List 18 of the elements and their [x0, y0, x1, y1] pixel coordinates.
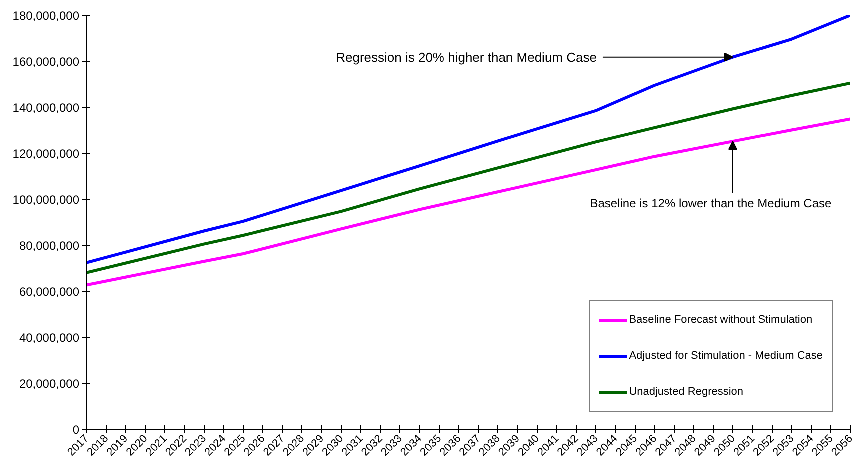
annotation: Regression is 20% higher than Medium Case [336, 50, 597, 65]
y-tick-label: 80,000,000 [19, 239, 80, 253]
line-series [86, 16, 850, 264]
y-tick-label: 140,000,000 [12, 101, 80, 115]
y-tick-label: 20,000,000 [19, 377, 80, 391]
line-series [86, 118, 850, 287]
legend-label: Adjusted for Stimulation - Medium Case [629, 350, 823, 362]
annotation: Baseline is 12% lower than the Medium Case [590, 196, 832, 211]
y-tick-label: 160,000,000 [12, 55, 80, 69]
y-tick-label: 180,000,000 [12, 9, 80, 23]
y-tick-label: 60,000,000 [19, 285, 80, 299]
line-series [86, 82, 850, 274]
legend-label: Unadjusted Regression [629, 386, 744, 398]
y-tick-label: 120,000,000 [12, 147, 80, 161]
y-tick-label: 100,000,000 [12, 193, 80, 207]
legend-label: Baseline Forecast without Stimulation [629, 314, 813, 326]
y-tick-label: 0 [72, 423, 80, 437]
y-tick-label: 40,000,000 [19, 331, 80, 345]
